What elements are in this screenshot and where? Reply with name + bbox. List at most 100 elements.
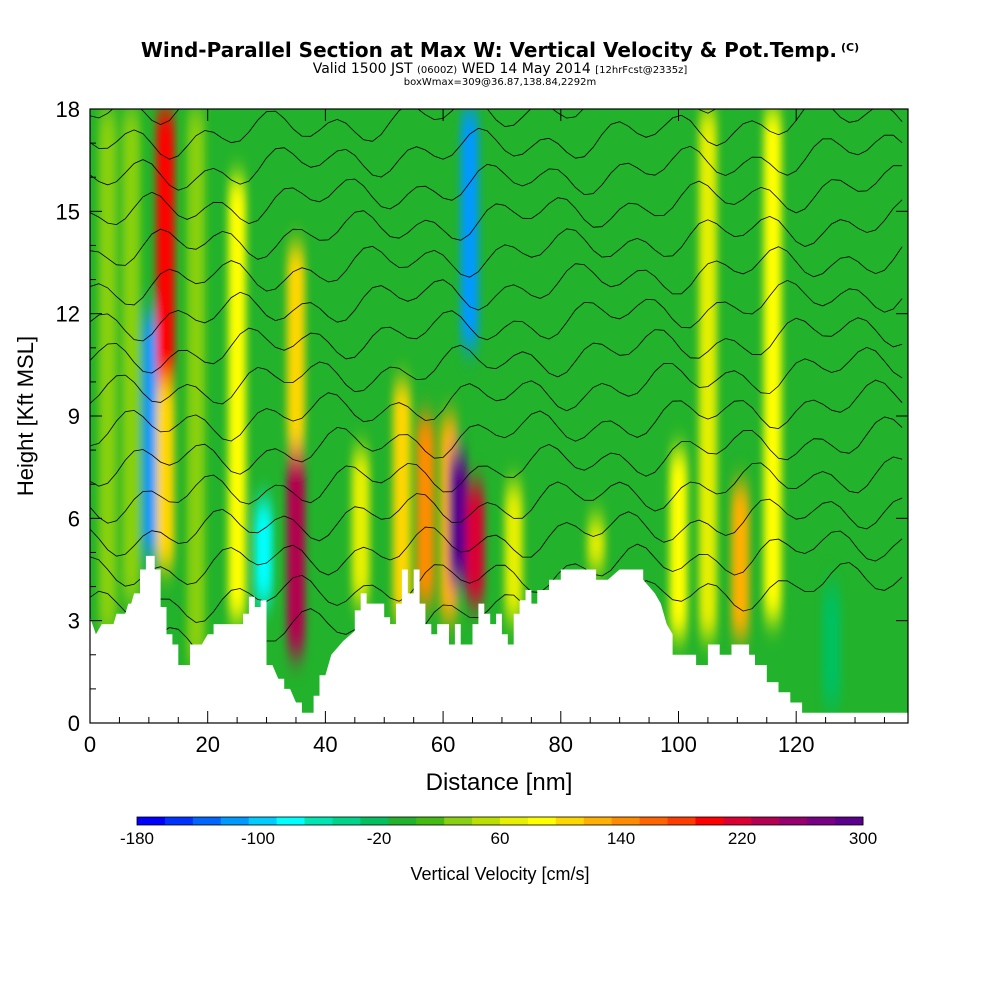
chart-title: Wind-Parallel Section at Max W: Vertical… (0, 36, 1000, 62)
velocity-column (228, 177, 247, 621)
valid-time-line: Valid 1500 JST (0600Z) WED 14 May 2014 [… (0, 61, 1000, 79)
colorbar-swatch (360, 817, 389, 825)
valid-prefix: Valid 1500 JST (312, 61, 413, 77)
isentrope-line (90, 379, 903, 487)
colorbar-swatch (304, 817, 333, 825)
velocity-column (156, 381, 175, 570)
velocity-column (763, 109, 782, 621)
title-text: Wind-Parallel Section at Max W: Vertical… (140, 38, 838, 62)
x-tick-label: 20 (195, 732, 219, 757)
colorbar-swatch (527, 817, 557, 825)
colorbar-swatch (500, 817, 529, 825)
colorbar: -180 -100 -20 60 140 220 300 Vertical Velocity … (120, 816, 877, 884)
velocity-column (254, 501, 273, 604)
colorbar-swatch (137, 817, 166, 825)
velocity-column (392, 381, 411, 621)
velocity-column (156, 109, 175, 382)
velocity-field (98, 109, 841, 706)
y-tick-label: 3 (68, 609, 80, 634)
colorbar-swatch (416, 817, 445, 825)
colorbar-tick-label: -20 (367, 829, 392, 848)
x-tick-label: 40 (313, 732, 337, 757)
colorbar-swatch (611, 817, 641, 825)
terrain-mask (90, 555, 908, 723)
isentrope-line (90, 317, 903, 405)
colorbar-swatch (639, 817, 669, 825)
colorbar-label: Vertical Velocity [cm/s] (410, 864, 589, 884)
valid-date: WED 14 May 2014 (461, 61, 591, 77)
velocity-column (669, 450, 688, 638)
velocity-column (698, 109, 717, 638)
colorbar-swatch (695, 817, 724, 825)
colorbar-swatch (164, 817, 194, 825)
x-axis-label: Distance [nm] (426, 769, 573, 796)
isentrope-line (90, 346, 903, 447)
velocity-column (460, 109, 479, 348)
colorbar-swatch (723, 817, 752, 825)
copyright-mark: (C) (841, 41, 860, 54)
y-tick-label: 15 (56, 199, 80, 224)
colorbar-swatch (583, 817, 613, 825)
x-tick-label: 60 (431, 732, 455, 757)
colorbar-swatch (472, 817, 501, 825)
y-tick-label: 9 (68, 404, 80, 429)
colorbar-swatch (192, 817, 222, 825)
velocity-column (351, 450, 370, 604)
isentrope-line (90, 279, 903, 374)
x-tick-label: 80 (549, 732, 573, 757)
colorbar-tick-label: -180 (120, 829, 154, 848)
colorbar-swatch (276, 817, 306, 825)
colorbar-swatch (807, 817, 836, 825)
y-tick-label: 18 (56, 97, 80, 122)
colorbar-swatch (751, 817, 780, 825)
velocity-column (822, 586, 841, 706)
isentrope-line (90, 530, 903, 623)
isentrope-line (90, 416, 903, 524)
colorbar-tick-label: 60 (491, 829, 510, 848)
velocity-column (122, 109, 141, 604)
velocity-column (416, 416, 435, 604)
colorbar-swatch (667, 817, 696, 825)
box-max-info: boxWmax=309@36.87,138.84,2292m (403, 77, 597, 88)
x-tick-label: 100 (660, 732, 697, 757)
velocity-column (587, 518, 606, 570)
axes: 0 20 40 60 80 100 120 0 3 6 9 12 15 18 Distance [nm] He… (13, 97, 909, 796)
velocity-column (286, 245, 305, 451)
velocity-column (286, 450, 305, 655)
velocity-column (142, 313, 161, 556)
velocity-column (731, 484, 750, 638)
y-axis-label: Height [Kft MSL] (13, 336, 38, 496)
isentrope-line (90, 109, 717, 160)
velocity-column (98, 109, 117, 635)
y-tick-label: 12 (56, 302, 80, 327)
isentrope-line (90, 109, 903, 191)
y-tick-label: 0 (68, 711, 80, 736)
isentrope-line (90, 497, 903, 587)
colorbar-swatch (248, 817, 278, 825)
isentrope-line (90, 246, 903, 342)
isentrope-line (90, 134, 903, 226)
colorbar-tick-label: -100 (241, 829, 275, 848)
colorbar-swatch (835, 817, 864, 825)
valid-z: (0600Z) (417, 65, 458, 76)
colorbar-swatch (332, 817, 361, 825)
colorbar-frame (136, 816, 864, 826)
isentrope-line (90, 456, 903, 557)
colorbar-tick-label: 300 (849, 829, 877, 848)
colorbar-tick-label: 140 (607, 829, 635, 848)
isentrope-line (90, 199, 903, 306)
valid-fcst: [12hrFcst@2335z] (595, 65, 688, 76)
colorbar-swatch (388, 817, 417, 825)
x-tick-label: 120 (778, 732, 815, 757)
velocity-column (448, 450, 467, 587)
velocity-column (466, 484, 485, 604)
x-tick-label: 0 (84, 732, 96, 757)
colorbar-swatch (779, 817, 808, 825)
isentrope-line (90, 165, 903, 266)
colorbar-swatch (444, 817, 473, 825)
y-tick-label: 6 (68, 506, 80, 531)
terrain (90, 555, 908, 723)
colorbar-swatch (555, 817, 585, 825)
colorbar-swatch (220, 817, 250, 825)
